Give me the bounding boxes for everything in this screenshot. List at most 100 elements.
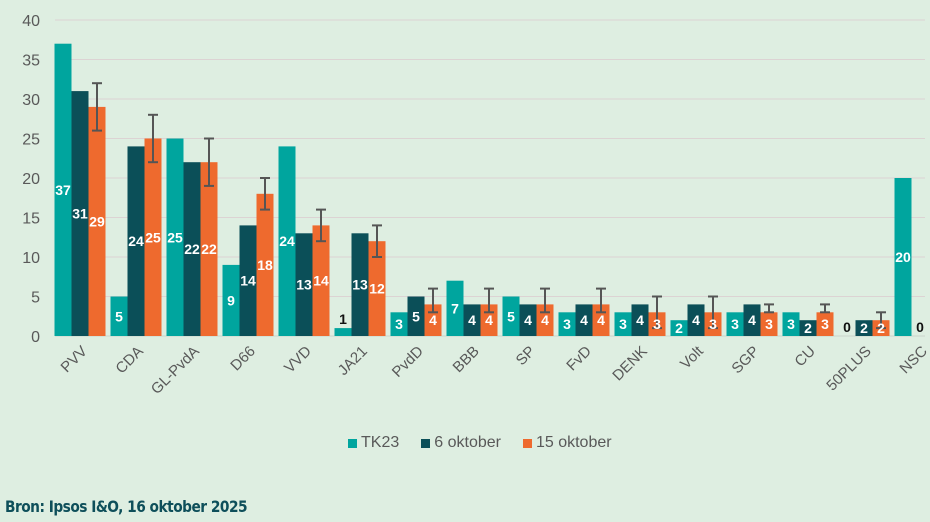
data-label: 18 (257, 257, 273, 273)
legend-label: 15 oktober (535, 434, 612, 451)
data-label: 14 (313, 273, 329, 289)
data-label: 4 (429, 312, 437, 328)
bar-tk23 (54, 43, 72, 336)
bar-6-oktober (127, 146, 145, 336)
x-tick-label: DENK (609, 343, 650, 384)
data-label: 5 (115, 308, 123, 324)
x-tick-label: NSC (896, 343, 930, 378)
data-label: 0 (916, 319, 924, 335)
bar-tk23 (614, 312, 632, 336)
x-tick-label: JA21 (335, 343, 371, 379)
data-label: 12 (369, 281, 385, 297)
bar-6-oktober (855, 320, 873, 336)
bar-tk23 (334, 328, 352, 336)
data-label: 14 (240, 273, 256, 289)
data-label: 3 (563, 316, 571, 332)
data-label: 3 (395, 316, 403, 332)
data-label: 9 (227, 292, 235, 308)
data-label: 4 (597, 312, 605, 328)
data-label: 3 (709, 316, 717, 332)
bar-15-oktober (144, 138, 162, 336)
bars (54, 43, 912, 337)
bar-tk23 (222, 264, 240, 336)
x-tick-label: BBB (450, 343, 483, 376)
x-tick-label: Volt (677, 342, 707, 372)
legend-swatch (348, 438, 357, 448)
data-label: 3 (821, 316, 829, 332)
y-tick-label: 25 (22, 132, 40, 149)
data-label: 2 (860, 320, 868, 336)
bar-6-oktober (407, 296, 425, 336)
bar-tk23 (894, 178, 912, 336)
data-label: 37 (55, 182, 71, 198)
x-tick-label: FvD (563, 343, 595, 375)
x-axis-labels: PVV CDA GL-PvdA D66 VVD JA21 PvdD BBB SP FvD DENK V… (58, 342, 930, 398)
bar-15-oktober (368, 241, 386, 336)
data-label: 3 (765, 316, 773, 332)
x-tick-label: CU (791, 343, 818, 370)
source-note: Bron: Ipsos I&O, 16 oktober 2025 (5, 497, 248, 516)
bar-tk23 (446, 280, 464, 336)
y-tick-label: 30 (22, 92, 40, 109)
data-label: 3 (787, 316, 795, 332)
data-label: 1 (339, 311, 347, 327)
y-tick-label: 5 (31, 290, 40, 307)
data-label: 22 (184, 241, 200, 257)
bar-6-oktober (295, 233, 313, 336)
data-label: 5 (507, 308, 515, 324)
bar-tk23 (782, 312, 800, 336)
bar-15-oktober (200, 162, 218, 336)
legend-item-tk23: TK23 (348, 434, 399, 452)
data-label: 4 (468, 312, 476, 328)
legend-item-6-oktober: 6 oktober (421, 434, 501, 452)
bar-tk23 (558, 312, 576, 336)
legend-label: TK23 (361, 434, 400, 451)
data-label: 4 (485, 312, 493, 328)
bar-tk23 (726, 312, 744, 336)
x-tick-label: SGP (728, 343, 762, 377)
y-tick-label: 20 (22, 171, 40, 188)
data-label: 24 (128, 233, 144, 249)
bar-15-oktober (88, 106, 106, 337)
bar-6-oktober (351, 233, 369, 336)
data-label: 3 (619, 316, 627, 332)
bar-6-oktober (519, 304, 537, 336)
bar-6-oktober (463, 304, 481, 336)
data-label: 25 (167, 229, 183, 245)
data-label: 2 (877, 320, 885, 336)
data-label: 5 (412, 308, 420, 324)
data-label: 31 (72, 206, 88, 222)
y-tick-label: 40 (22, 13, 40, 30)
data-label: 2 (675, 320, 683, 336)
bar-6-oktober (743, 304, 761, 336)
bar-6-oktober (575, 304, 593, 336)
data-label: 7 (451, 300, 459, 316)
error-bars (92, 82, 886, 330)
data-label: 3 (653, 316, 661, 332)
legend-swatch (522, 438, 532, 448)
bar-tk23 (670, 320, 688, 336)
legend: TK23 6 oktober 15 oktober (348, 434, 612, 452)
bar-15-oktober (256, 193, 274, 336)
bar-15-oktober (760, 312, 778, 336)
x-tick-label: CDA (112, 343, 146, 377)
bar-15-oktober (816, 312, 834, 336)
legend-item-15-oktober: 15 oktober (522, 434, 612, 452)
x-tick-label: D66 (227, 343, 258, 374)
y-tick-label: 0 (31, 329, 40, 346)
bar-15-oktober (312, 225, 330, 336)
x-tick-label: PvdD (389, 343, 427, 381)
bar-tk23 (110, 296, 128, 336)
data-label: 4 (580, 312, 588, 328)
bar-6-oktober (799, 320, 817, 336)
y-tick-label: 10 (22, 250, 40, 267)
x-tick-label: GL-PvdA (148, 343, 203, 398)
data-label: 13 (352, 277, 368, 293)
x-tick-label: SP (513, 343, 539, 369)
bar-tk23 (502, 296, 520, 336)
bar-tk23 (278, 146, 296, 336)
y-axis-ticks: 0 5 10 15 20 25 30 35 40 (22, 13, 40, 346)
y-tick-label: 35 (22, 53, 40, 70)
